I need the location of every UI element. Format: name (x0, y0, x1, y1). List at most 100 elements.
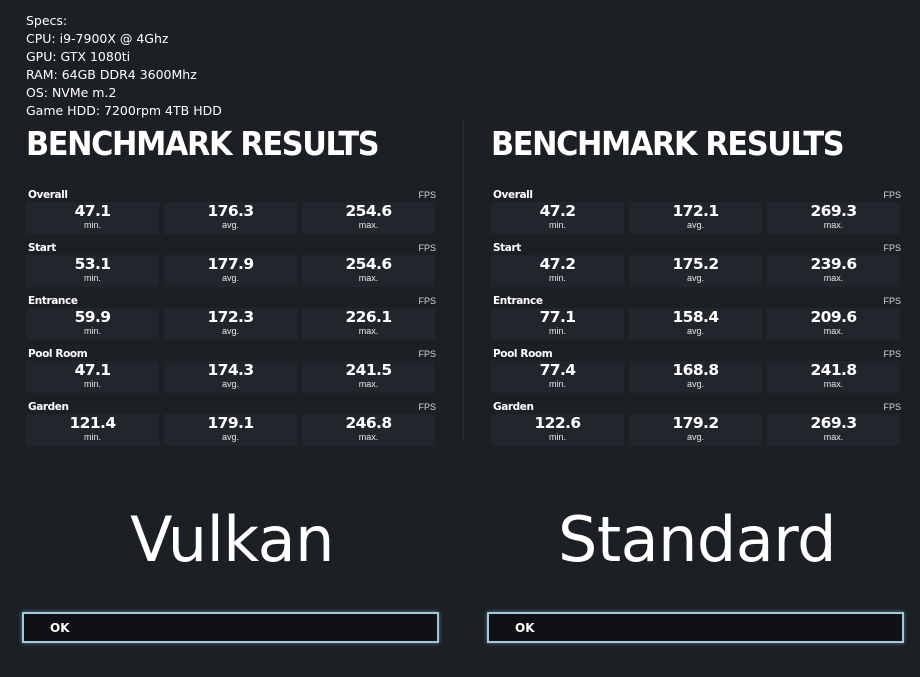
min-fps-value: 77.4 (539, 361, 576, 379)
avg-fps-caption: avg. (221, 273, 239, 283)
result-row-label: Entrance (493, 295, 543, 307)
fps-unit-label: FPS (418, 402, 436, 412)
spec-cpu: CPU: i9-7900X @ 4Ghz (26, 31, 169, 46)
specs-block: Specs: CPU: i9-7900X @ 4Ghz GPU: GTX 108… (26, 12, 222, 120)
min-fps-value: 53.1 (74, 255, 111, 273)
max-fps-caption: max. (823, 220, 844, 230)
max-fps-caption: max. (823, 379, 844, 389)
max-fps-cell: 254.6 max. (302, 202, 435, 234)
max-fps-value: 254.6 (345, 255, 392, 273)
result-cells: 53.1 min. 177.9 avg. 254.6 max. (26, 255, 436, 287)
spec-gpu: GPU: GTX 1080ti (26, 49, 131, 64)
max-fps-value: 226.1 (345, 308, 392, 326)
max-fps-caption: max. (358, 379, 379, 389)
max-fps-cell: 246.8 max. (302, 414, 435, 446)
result-row: Entrance FPS 59.9 min. 172.3 avg. 226.1 max. (26, 290, 436, 343)
specs-heading: Specs: (26, 13, 68, 28)
min-fps-caption: min. (83, 379, 101, 389)
benchmark-title: BENCHMARK RESULTS (26, 124, 380, 163)
avg-fps-caption: avg. (221, 326, 239, 336)
max-fps-cell: 254.6 max. (302, 255, 435, 287)
result-row-label: Overall (493, 189, 533, 201)
result-row: Start FPS 47.2 min. 175.2 avg. 239.6 max. (491, 237, 901, 290)
result-row-label: Entrance (28, 295, 78, 307)
avg-fps-caption: avg. (221, 432, 239, 442)
fps-unit-label: FPS (883, 349, 901, 359)
ok-button[interactable]: OK (487, 612, 904, 643)
avg-fps-caption: avg. (221, 220, 239, 230)
max-fps-value: 241.8 (810, 361, 857, 379)
min-fps-caption: min. (548, 379, 566, 389)
max-fps-value: 239.6 (810, 255, 857, 273)
avg-fps-cell: 179.2 avg. (629, 414, 762, 446)
max-fps-cell: 269.3 max. (767, 202, 900, 234)
max-fps-cell: 241.8 max. (767, 361, 900, 393)
result-row: Garden FPS 121.4 min. 179.1 avg. 246.8 max. (26, 396, 436, 449)
min-fps-cell: 47.2 min. (491, 255, 624, 287)
min-fps-value: 59.9 (74, 308, 111, 326)
min-fps-value: 47.1 (74, 361, 111, 379)
ok-button-label: OK (515, 621, 535, 635)
min-fps-caption: min. (548, 220, 566, 230)
ok-button[interactable]: OK (22, 612, 439, 643)
result-cells: 59.9 min. 172.3 avg. 226.1 max. (26, 308, 436, 340)
avg-fps-value: 168.8 (672, 361, 719, 379)
fps-unit-label: FPS (418, 296, 436, 306)
result-cells: 47.1 min. 174.3 avg. 241.5 max. (26, 361, 436, 393)
result-row: Pool Room FPS 47.1 min. 174.3 avg. 241.5 max. (26, 343, 436, 396)
ok-button-label: OK (50, 621, 70, 635)
avg-fps-cell: 174.3 avg. (164, 361, 297, 393)
result-cells: 47.1 min. 176.3 avg. 254.6 max. (26, 202, 436, 234)
max-fps-cell: 209.6 max. (767, 308, 900, 340)
max-fps-caption: max. (823, 432, 844, 442)
min-fps-cell: 47.2 min. (491, 202, 624, 234)
min-fps-value: 121.4 (69, 414, 116, 432)
min-fps-caption: min. (548, 326, 566, 336)
spec-ram: RAM: 64GB DDR4 3600Mhz (26, 67, 197, 82)
fps-unit-label: FPS (418, 243, 436, 253)
max-fps-value: 269.3 (810, 202, 857, 220)
result-row-label: Pool Room (28, 348, 88, 360)
avg-fps-value: 176.3 (207, 202, 254, 220)
result-row-label: Start (493, 242, 521, 254)
max-fps-caption: max. (823, 273, 844, 283)
avg-fps-cell: 158.4 avg. (629, 308, 762, 340)
min-fps-cell: 47.1 min. (26, 361, 159, 393)
max-fps-cell: 239.6 max. (767, 255, 900, 287)
result-row-label: Garden (493, 401, 534, 413)
max-fps-cell: 269.3 max. (767, 414, 900, 446)
api-label: Standard (557, 503, 837, 576)
result-row: Overall FPS 47.2 min. 172.1 avg. 269.3 max. (491, 184, 901, 237)
min-fps-caption: min. (83, 220, 101, 230)
min-fps-cell: 53.1 min. (26, 255, 159, 287)
max-fps-caption: max. (358, 432, 379, 442)
result-row-label: Pool Room (493, 348, 553, 360)
min-fps-cell: 77.1 min. (491, 308, 624, 340)
max-fps-value: 241.5 (345, 361, 392, 379)
result-row-label: Overall (28, 189, 68, 201)
avg-fps-value: 179.1 (207, 414, 254, 432)
avg-fps-caption: avg. (686, 379, 704, 389)
min-fps-caption: min. (83, 432, 101, 442)
min-fps-caption: min. (548, 273, 566, 283)
result-cells: 47.2 min. 172.1 avg. 269.3 max. (491, 202, 901, 234)
max-fps-caption: max. (823, 326, 844, 336)
max-fps-caption: max. (358, 220, 379, 230)
max-fps-cell: 241.5 max. (302, 361, 435, 393)
result-cells: 122.6 min. 179.2 avg. 269.3 max. (491, 414, 901, 446)
spec-os: OS: NVMe m.2 (26, 85, 117, 100)
min-fps-cell: 121.4 min. (26, 414, 159, 446)
min-fps-value: 122.6 (534, 414, 581, 432)
min-fps-cell: 122.6 min. (491, 414, 624, 446)
avg-fps-caption: avg. (686, 326, 704, 336)
avg-fps-cell: 172.1 avg. (629, 202, 762, 234)
min-fps-caption: min. (83, 273, 101, 283)
result-row: Overall FPS 47.1 min. 176.3 avg. 254.6 max. (26, 184, 436, 237)
avg-fps-value: 172.1 (672, 202, 719, 220)
min-fps-value: 47.1 (74, 202, 111, 220)
avg-fps-caption: avg. (686, 220, 704, 230)
avg-fps-cell: 176.3 avg. (164, 202, 297, 234)
avg-fps-cell: 175.2 avg. (629, 255, 762, 287)
result-row-label: Start (28, 242, 56, 254)
